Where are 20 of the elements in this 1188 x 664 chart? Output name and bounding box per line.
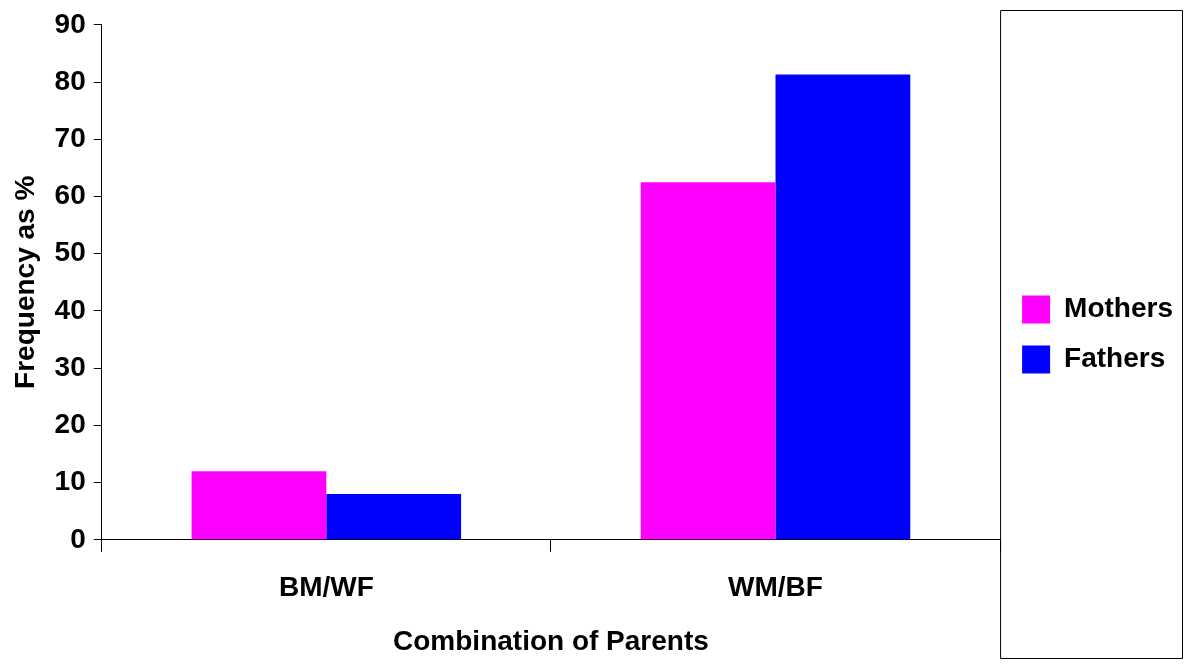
y-tick-label: 90 [54,7,86,39]
bar [640,182,776,540]
bar [326,494,462,540]
x-tick-label: BM/WF [278,571,374,603]
y-tick-label: 60 [54,179,86,211]
y-tick-label: 50 [54,236,86,268]
y-tick-label: 30 [54,350,86,382]
y-tick-label: 20 [54,408,86,440]
legend-label: Mothers [1064,292,1174,324]
y-tick-label: 70 [54,121,86,153]
y-tick-label: 40 [54,293,86,325]
x-tick-label: WM/BF [728,571,823,603]
y-axis-title: Frequency as % [8,175,40,389]
y-tick-label: 0 [70,522,86,554]
y-tick-label: 10 [54,465,86,497]
y-tick-label: 80 [54,64,86,96]
x-axis-title: Combination of Parents [393,624,709,656]
bar [775,74,911,540]
legend-label: Fathers [1064,342,1166,374]
bar [191,471,327,540]
